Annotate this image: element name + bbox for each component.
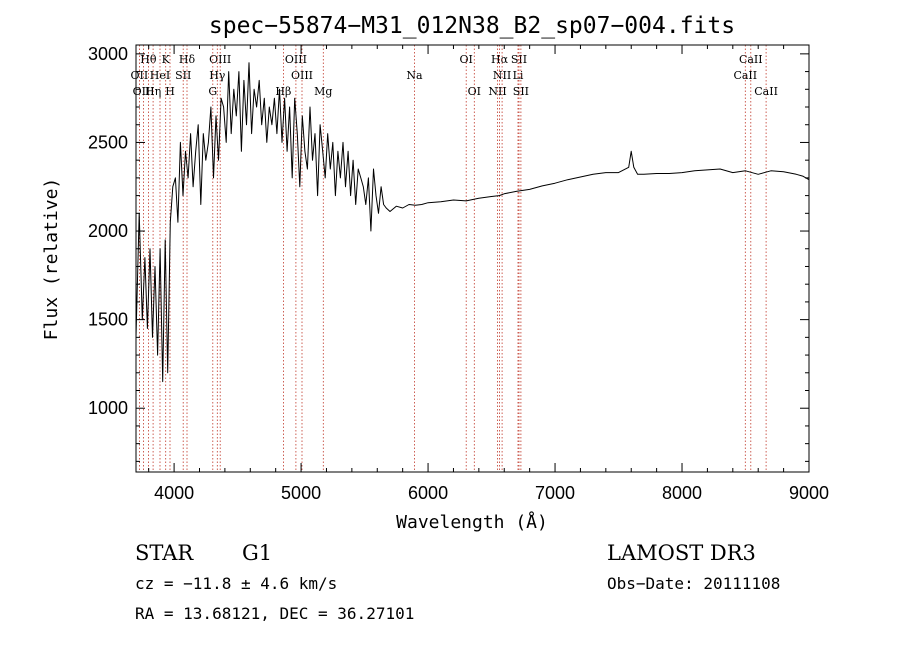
- y-tick-label: 2500: [88, 132, 128, 152]
- y-axis: 1000 1500 2000 2500 3000: [88, 44, 809, 462]
- plot-frame: [135, 44, 810, 473]
- spectrum-line: [135, 62, 810, 383]
- y-tick-label: 3000: [88, 44, 128, 64]
- spectral-line-label: OIII: [291, 69, 313, 82]
- spectral-line-label: Hγ: [209, 69, 226, 82]
- spectral-line-label: Hδ: [179, 53, 196, 66]
- spectral-line-label: SII: [175, 69, 191, 82]
- x-tick-label: 6000: [408, 483, 448, 503]
- x-axis: 4000 5000 6000 7000 8000 9000: [148, 45, 829, 503]
- spectral-line-label: Li: [513, 69, 524, 82]
- y-tick-label: 1000: [88, 398, 128, 418]
- spectral-line-label: CaII: [739, 53, 763, 66]
- spectral-line-label: OII: [131, 69, 149, 82]
- x-tick-label: 8000: [662, 483, 702, 503]
- spectral-line-label: Hα: [491, 53, 509, 66]
- spectral-line-label: OIII: [285, 53, 307, 66]
- spectral-line-label: Hβ: [275, 85, 291, 98]
- chart-title: spec−55874−M31_012N38_B2_sp07−004.fits: [209, 13, 735, 39]
- spectral-line-label: OI: [460, 53, 473, 66]
- x-tick-label: 4000: [154, 483, 194, 503]
- spectral-line-label: NII: [493, 69, 511, 82]
- observation-date: Obs−Date: 20111108: [607, 574, 780, 593]
- spectral-line-label: Hθ: [140, 53, 157, 66]
- coordinates: RA = 13.68121, DEC = 36.27101: [135, 604, 414, 623]
- x-tick-label: 7000: [535, 483, 575, 503]
- spectral-line-label: G: [208, 85, 217, 98]
- object-class: STAR: [135, 541, 194, 565]
- spectral-line-label: HeI: [150, 69, 170, 82]
- object-subclass: G1: [242, 541, 272, 565]
- y-tick-label: 2000: [88, 221, 128, 241]
- redshift-value: cz = −11.8 ± 4.6 km/s: [135, 574, 337, 593]
- spectral-line-label: SII: [511, 53, 527, 66]
- spectral-line-label: OIII: [209, 53, 231, 66]
- x-tick-label: 5000: [281, 483, 321, 503]
- spectral-line-label: OIII: [133, 85, 155, 98]
- spectral-line-label: Na: [406, 69, 423, 82]
- spectral-line-label: Hη: [145, 85, 161, 98]
- spectral-line-label: CaII: [733, 69, 757, 82]
- y-axis-label: Flux (relative): [41, 178, 62, 341]
- spectral-line-label: NII: [488, 85, 506, 98]
- x-axis-label: Wavelength (Å): [396, 511, 548, 533]
- spectral-line-label: CaII: [754, 85, 778, 98]
- spectral-line-label: OI: [468, 85, 481, 98]
- y-tick-label: 1500: [88, 310, 128, 330]
- x-tick-label: 9000: [789, 483, 829, 503]
- spectral-line-label: H: [165, 85, 175, 98]
- spectral-line-label: SII: [513, 85, 529, 98]
- spectral-line-label: Mg: [314, 85, 332, 98]
- survey-name: LAMOST DR3: [607, 541, 756, 565]
- spectral-line-label: K: [162, 53, 171, 66]
